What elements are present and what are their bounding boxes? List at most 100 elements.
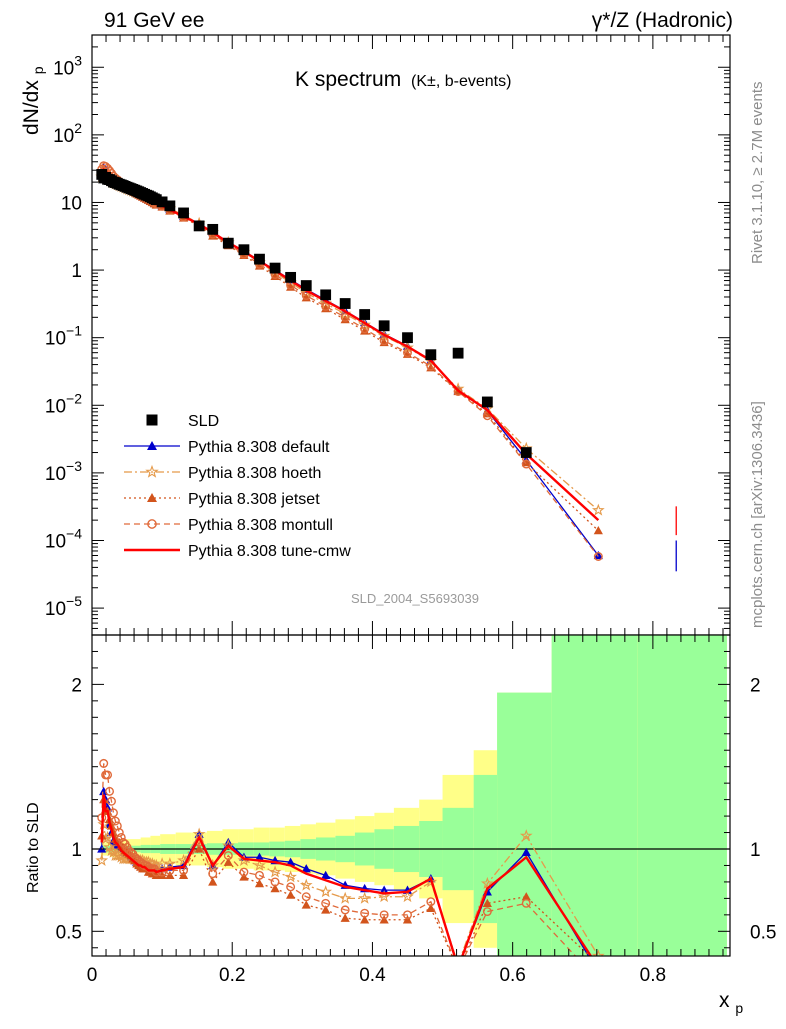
legend-label: Pythia 8.308 default xyxy=(188,439,330,456)
data-point xyxy=(222,237,234,249)
ratio-point xyxy=(403,910,412,920)
ratio-point xyxy=(114,828,124,838)
legend-marker xyxy=(147,441,157,450)
ratio-point xyxy=(284,870,297,883)
ratio-point xyxy=(454,965,463,973)
data-point xyxy=(193,220,205,232)
ratio-point xyxy=(482,898,492,908)
ratio-point xyxy=(595,977,603,985)
data-point xyxy=(425,349,437,361)
series-line xyxy=(101,166,599,556)
ratio-point xyxy=(268,865,282,878)
x-axis-label-main: x xyxy=(719,989,730,1012)
data-point xyxy=(481,396,493,408)
ratio-y-tick-label: 1 xyxy=(71,840,82,861)
stat-band xyxy=(551,635,638,956)
data-point xyxy=(156,196,168,208)
data-point xyxy=(238,244,250,256)
ratio-frame xyxy=(91,634,731,957)
series-2 xyxy=(97,165,603,535)
ratio-point xyxy=(254,852,265,861)
legend-label: SLD xyxy=(188,413,219,430)
ratio-point xyxy=(338,891,352,904)
ratio-ylabel: Ratio to SLD xyxy=(25,802,42,893)
main-y-axis: 10−5 10−4 10−3 10−2 10−1 1 10 102 103 xyxy=(45,34,730,636)
data-point xyxy=(320,289,332,301)
ratio-point xyxy=(105,786,115,796)
ratio-point xyxy=(358,891,372,904)
ratio-point xyxy=(521,847,531,856)
stat-band xyxy=(637,635,727,956)
series-point xyxy=(591,503,605,516)
data-point xyxy=(178,207,189,219)
data-point xyxy=(520,447,532,458)
series-point xyxy=(593,526,603,535)
ratio-point xyxy=(270,877,280,887)
x-tick-label: 0 xyxy=(87,965,98,986)
ratio-point xyxy=(321,870,331,880)
ratio-point xyxy=(426,903,436,912)
series-point xyxy=(379,336,389,346)
ratio-point xyxy=(482,907,492,917)
series-point xyxy=(521,457,531,467)
ratio-point xyxy=(108,808,118,818)
ratio-point xyxy=(157,870,167,880)
ratio-point xyxy=(286,882,296,892)
legend-label: Pythia 8.308 tune-cmw xyxy=(188,543,351,560)
series-point xyxy=(321,301,331,311)
ratio-point xyxy=(95,853,109,866)
ratio-point xyxy=(116,832,126,842)
data-point xyxy=(254,253,265,265)
chart-title: K spectrum (K±, b-events) xyxy=(295,68,511,91)
main-ylabel-sub: p xyxy=(30,66,46,74)
y-tick-label: 1 xyxy=(71,261,82,282)
series-line xyxy=(101,164,599,557)
ratio-point xyxy=(299,878,313,891)
data-point xyxy=(150,194,162,206)
data-point xyxy=(339,298,351,309)
ratio-line xyxy=(100,794,593,956)
ratio-point xyxy=(206,858,220,871)
series-point xyxy=(403,348,412,358)
data-point xyxy=(207,223,219,235)
legend-marker xyxy=(147,519,157,529)
chart-title-sub: (K±, b-events) xyxy=(411,73,511,90)
ratio-curves xyxy=(95,758,605,985)
series-point xyxy=(482,409,492,418)
ratio-point xyxy=(239,867,249,877)
y-tick-label: 10−4 xyxy=(45,525,82,552)
ratio-point xyxy=(301,864,311,873)
ratio-point xyxy=(340,905,350,915)
header-right: γ*/Z (Hadronic) xyxy=(592,9,733,32)
legend-marker xyxy=(146,414,158,426)
y-tick-label: 102 xyxy=(53,120,82,147)
ratio-y-tick-label: 0.5 xyxy=(56,922,82,943)
data-point xyxy=(269,262,281,274)
series-point xyxy=(340,315,350,324)
data-point xyxy=(402,332,413,344)
data-point xyxy=(359,309,371,320)
y-tick-label: 10−1 xyxy=(45,323,82,350)
ratio-point xyxy=(319,885,333,898)
main-curves xyxy=(95,161,677,572)
ratio-point xyxy=(521,892,531,901)
x-axis: 0 0.2 0.4 0.6 0.8 xyxy=(87,635,724,986)
rivet-label: Rivet 3.1.10, ≥ 2.7M events xyxy=(749,82,766,265)
series-line xyxy=(101,169,599,532)
ratio-point xyxy=(591,949,605,956)
series-0 xyxy=(97,163,603,560)
series-point xyxy=(593,552,603,561)
main-panel: 10−5 10−4 10−3 10−2 10−1 1 10 102 103 SLD Pythia 8… xyxy=(45,34,731,636)
ratio-point xyxy=(223,857,233,866)
ratio-point xyxy=(221,839,235,852)
series-point xyxy=(340,312,350,322)
series-point xyxy=(453,387,463,396)
ratio-point xyxy=(453,959,463,968)
data-point xyxy=(378,320,390,332)
ratio-y-tick-label: 2 xyxy=(71,675,82,696)
ratio-point xyxy=(286,890,296,899)
y-tick-label: 103 xyxy=(53,52,82,79)
ratio-point xyxy=(253,858,266,871)
ratio-y-tick-label-right: 1 xyxy=(750,840,761,861)
